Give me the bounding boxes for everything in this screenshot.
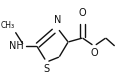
Text: O: O [79,8,86,18]
Text: O: O [90,48,98,58]
Text: S: S [44,65,50,75]
Text: NH: NH [9,41,24,51]
Text: N: N [54,16,61,26]
Text: CH₃: CH₃ [0,21,14,30]
